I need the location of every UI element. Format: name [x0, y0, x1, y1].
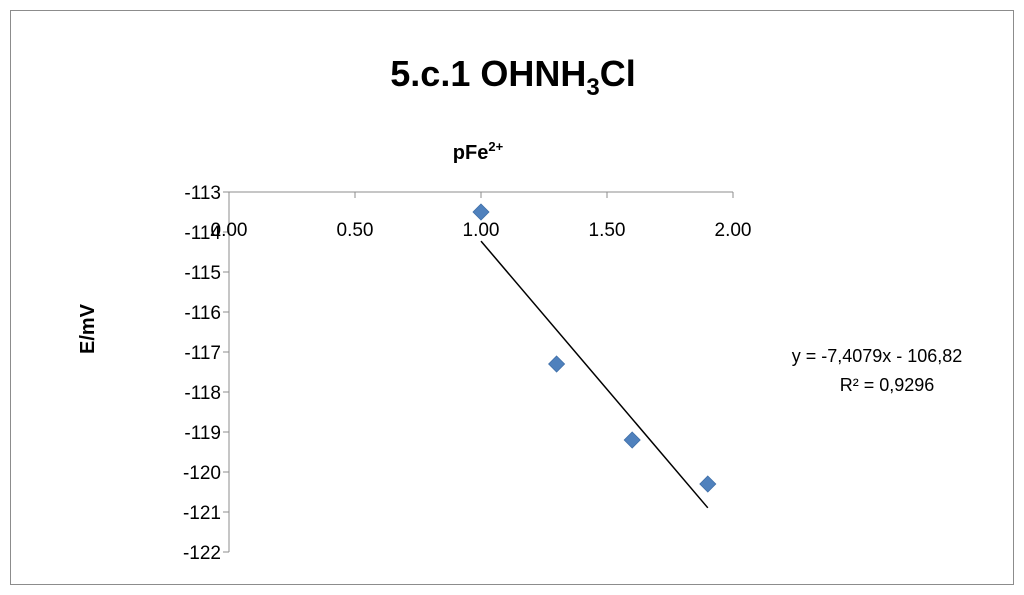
y-tick-label: -113: [184, 183, 221, 204]
y-tick-label: -115: [184, 263, 221, 284]
x-axis-title: pFe2+: [453, 139, 504, 164]
data-point: [548, 355, 566, 373]
x-tick-label: 1.50: [589, 220, 626, 241]
y-tick-label: -118: [184, 383, 221, 404]
trendline: [480, 240, 709, 509]
trendline-equation: y = -7,4079x - 106,82: [792, 346, 963, 366]
y-tick-label: -120: [183, 463, 221, 484]
trendline-line: [480, 240, 709, 509]
trendline-r-squared: R² = 0,9296: [840, 375, 935, 395]
y-tick-label: -114: [184, 223, 221, 244]
axes: -113 -114 -115 -116 -117 -118 -119 -120 -121 -122…: [183, 183, 752, 564]
x-tick-label: 2.00: [715, 220, 752, 241]
y-tick-label: -121: [183, 503, 221, 524]
data-point: [472, 203, 490, 221]
chart-frame: [10, 10, 1014, 585]
y-tick-label: -117: [184, 343, 221, 364]
data-point: [699, 475, 717, 493]
x-tick-label: 0.00: [211, 220, 248, 241]
y-tick-label: -122: [183, 543, 221, 564]
y-tick-label: -116: [184, 303, 221, 324]
x-tick-label: 1.00: [463, 220, 500, 241]
chart-title: 5.c.1 OHNH3Cl: [390, 53, 635, 101]
y-axis-title: E/mV: [77, 303, 99, 354]
data-point: [623, 431, 641, 449]
x-tick-label: 0.50: [337, 220, 374, 241]
data-points: [472, 203, 717, 493]
y-tick-label: -119: [184, 423, 221, 444]
